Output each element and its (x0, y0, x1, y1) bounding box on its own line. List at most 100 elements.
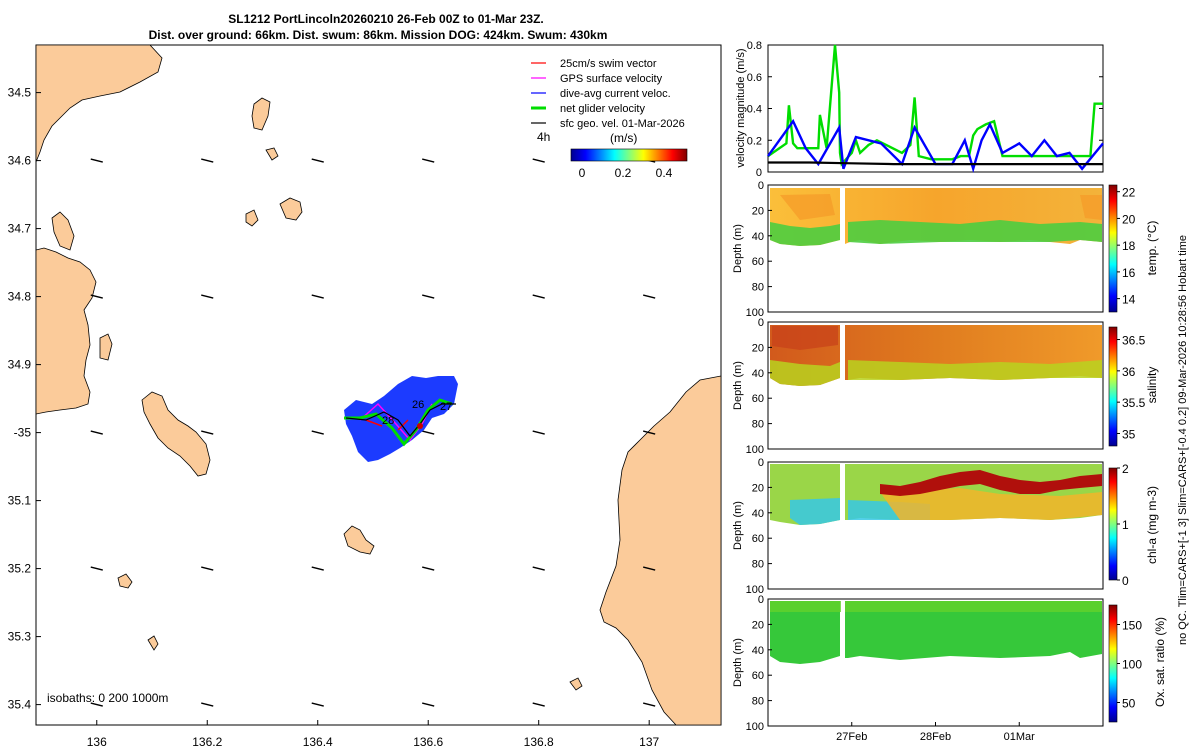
temperature-panel: 0 20 40 60 80 100 Depth (m) 14 16 18 20 22 (732, 180, 1136, 319)
title-line-1: SL1212 PortLincoln20260210 26-Feb 00Z to… (228, 12, 543, 26)
map-x-tick-label: 136 (87, 735, 107, 749)
oxygen-panel: 0 20 40 60 80 100 Depth (m) 50 100 150 27Feb 28Feb 0… (732, 594, 1142, 743)
depth-tick-label: 0 (758, 317, 764, 329)
map-axes: 136 136.2 136.4 136.6 136.8 137 34.5 34.6 34.7 34… (8, 86, 660, 749)
geo-velocity-arrow (532, 702, 545, 707)
title-line-2: Dist. over ground: 66km. Dist. swum: 86k… (149, 28, 608, 42)
colorbar-tick-label: 2 (1122, 462, 1129, 476)
land-left-peninsula (36, 45, 163, 163)
depth-tick-label: 0 (758, 594, 764, 606)
depth-axis-label: Depth (m) (732, 224, 744, 273)
island-small-5 (343, 525, 375, 555)
depth-tick-label: 60 (752, 670, 764, 682)
depth-axis-label: Depth (m) (732, 361, 744, 410)
colorbar-tick-0.2: 0.2 (615, 166, 632, 180)
chlorophyll-colorbar (1108, 467, 1118, 581)
geo-velocity-arrow (90, 566, 103, 571)
geo-velocity-arrow (311, 158, 324, 163)
map-y-tick-label: 34.9 (8, 358, 32, 372)
depth-tick-label: 20 (752, 342, 764, 354)
track-marker-27: 27 (440, 401, 452, 413)
colorbar-tick-label: 18 (1122, 239, 1136, 253)
gps-surface-velocity (359, 402, 433, 442)
legend-interval: 4h (537, 130, 550, 144)
chlorophyll-max-layer (880, 470, 1102, 496)
velocity-series-0 (767, 44, 1103, 167)
island-small-7 (265, 147, 279, 161)
dive-avg-current-vectors (344, 376, 458, 462)
chlorophyll-gap (841, 463, 845, 588)
velocity-ylabel: velocity magnitude (m/s) (735, 48, 747, 167)
salinity-panel: 0 20 40 60 80 100 Depth (m) 35 35.5 36 36.5 (732, 317, 1146, 456)
depth-tick-label: 40 (752, 368, 764, 380)
geo-velocity-arrow (422, 294, 435, 299)
map-x-tick-label: 136.8 (524, 735, 554, 749)
geo-velocity-arrow (311, 702, 324, 707)
chlorophyll-panel: 0 20 40 60 80 100 Depth (m) 0 1 2 (732, 457, 1129, 596)
island-thistle (141, 391, 211, 477)
salinity-fresh-layer (770, 360, 1102, 386)
colorbar-tick-label: 36.5 (1122, 334, 1146, 348)
speed-colorbar (570, 148, 688, 162)
geo-velocity-arrow (422, 430, 435, 435)
colorbar-tick-0: 0 (579, 166, 586, 180)
map-x-tick-label: 136.4 (303, 735, 333, 749)
depth-tick-label: 60 (752, 393, 764, 405)
oxygen-axes: 0 20 40 60 80 100 Depth (m) 50 100 150 27Feb 28Feb 0… (732, 594, 1142, 743)
depth-tick-label: 0 (758, 457, 764, 469)
depth-tick-label: 100 (746, 584, 764, 596)
velocity-series-2 (768, 161, 1103, 166)
land-left-coast (36, 247, 97, 415)
geo-velocity-arrow (532, 566, 545, 571)
island-small-2 (251, 97, 271, 131)
temperature-gap (841, 186, 845, 311)
colorbar-tick-label: 35.5 (1122, 396, 1146, 410)
legend-swim-vector: 25cm/s swim vector (560, 58, 657, 70)
oxygen-high-layer (770, 601, 1102, 612)
salinity-gap (841, 323, 845, 448)
colorbar-unit: (m/s) (610, 131, 637, 145)
colorbar-tick-label: 0 (1122, 574, 1129, 588)
temperature-axes: 0 20 40 60 80 100 Depth (m) 14 16 18 20 22 (732, 180, 1136, 319)
track-marker-26: 26 (412, 399, 424, 411)
velocity-y-tick-label: 0.4 (747, 104, 762, 116)
legend-dive-avg-current: dive-avg current veloc. (560, 88, 671, 100)
depth-tick-label: 20 (752, 482, 764, 494)
depth-tick-label: 60 (752, 533, 764, 545)
salinity-salty-patch (772, 326, 838, 350)
island-small-8 (569, 677, 583, 691)
geo-velocity-arrow (90, 702, 103, 707)
velocity-series (767, 44, 1104, 174)
salinity-colorbar (1108, 326, 1118, 447)
colorbar-tick-label: 100 (1122, 658, 1142, 672)
glider-track: 26 27 28 (344, 376, 458, 462)
depth-tick-label: 40 (752, 645, 764, 657)
geo-velocity-arrow (422, 702, 435, 707)
run-info-label: no QC. Tlim=CARS+[-1 3] Slim=CARS+[-0.4 … (1177, 235, 1189, 645)
salinity-colorbar-label: salinity (1145, 367, 1159, 404)
depth-tick-label: 100 (746, 307, 764, 319)
time-tick-label: 28Feb (920, 731, 951, 743)
map-legend: 25cm/s swim vector GPS surface velocity … (531, 58, 688, 180)
map-y-tick-label: 34.6 (8, 154, 32, 168)
map-panel: 136 136.2 136.4 136.6 136.8 137 34.5 34.6 34.7 34… (8, 44, 722, 749)
island-small-4 (245, 209, 259, 227)
geo-velocity-arrow (643, 702, 656, 707)
depth-tick-label: 80 (752, 559, 764, 571)
temperature-cool-layer (770, 220, 1102, 246)
temperature-colorbar (1108, 184, 1118, 313)
geo-velocity-arrow (201, 566, 214, 571)
geo-velocity-arrow (311, 430, 324, 435)
geo-velocity-arrow (311, 566, 324, 571)
colorbar-tick-label: 14 (1122, 293, 1136, 307)
legend-net-glider-velocity: net glider velocity (560, 103, 645, 115)
depth-tick-label: 80 (752, 419, 764, 431)
geo-velocity-arrow (201, 294, 214, 299)
geo-velocity-arrow (643, 566, 656, 571)
island-small-3 (99, 333, 113, 361)
time-tick-label: 27Feb (836, 731, 867, 743)
map-y-tick-label: 35.3 (8, 630, 32, 644)
geo-velocity-arrow (201, 702, 214, 707)
map-x-tick-label: 136.2 (192, 735, 222, 749)
